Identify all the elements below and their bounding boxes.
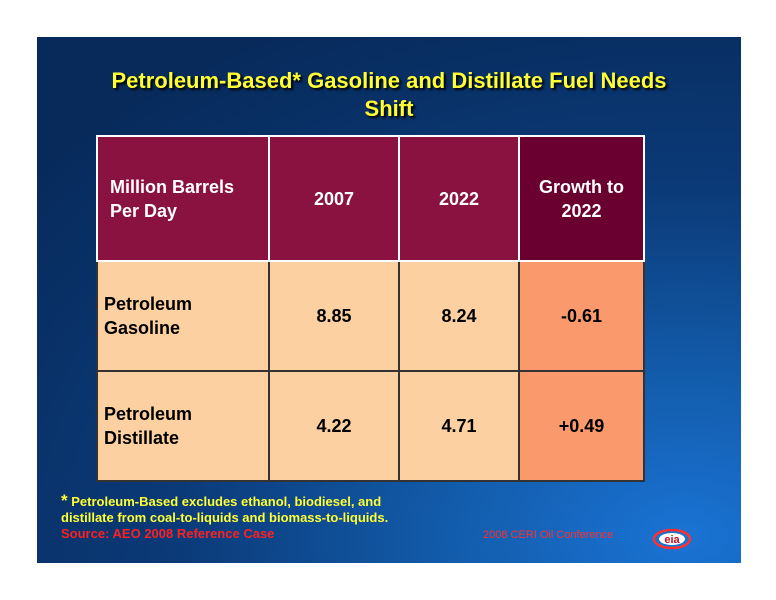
header-units-line-2: Per Day bbox=[110, 200, 178, 221]
header-2022: 2022 bbox=[398, 135, 520, 262]
table-header-row: Million Barrels Per Day 2007 2022 Growth… bbox=[96, 135, 645, 262]
slide-title: Petroleum-Based* Gasoline and Distillate… bbox=[37, 67, 741, 123]
row-label: Petroleum Gasoline bbox=[96, 260, 270, 372]
footnote-star: * bbox=[61, 491, 68, 510]
conference-label: 2008 CERI Oil Conference bbox=[483, 529, 614, 541]
footnote: * Petroleum-Based excludes ethanol, biod… bbox=[61, 491, 501, 542]
source-note: Source: AEO 2008 Reference Case bbox=[61, 526, 275, 541]
slide: Petroleum-Based* Gasoline and Distillate… bbox=[37, 37, 741, 563]
footnote-text-1: Petroleum-Based excludes ethanol, biodie… bbox=[67, 494, 382, 509]
eia-logo-icon: eia bbox=[652, 528, 692, 550]
row-label: Petroleum Distillate bbox=[96, 370, 270, 482]
header-units: Million Barrels Per Day bbox=[96, 135, 270, 262]
cell-2007: 8.85 bbox=[268, 260, 400, 372]
cell-growth: -0.61 bbox=[518, 260, 645, 372]
header-growth-line-1: Growth to bbox=[539, 176, 624, 197]
table-row: Petroleum Gasoline 8.85 8.24 -0.61 bbox=[96, 260, 645, 372]
cell-2022: 4.71 bbox=[398, 370, 520, 482]
logo-text: eia bbox=[664, 534, 680, 546]
footnote-line-2: distillate from coal-to-liquids and biom… bbox=[61, 510, 389, 525]
cell-2022: 8.24 bbox=[398, 260, 520, 372]
table-row: Petroleum Distillate 4.22 4.71 +0.49 bbox=[96, 370, 645, 482]
cell-growth: +0.49 bbox=[518, 370, 645, 482]
header-growth: Growth to 2022 bbox=[518, 135, 645, 262]
title-line-2: Shift bbox=[364, 96, 414, 121]
cell-2007: 4.22 bbox=[268, 370, 400, 482]
row-label-line-1: Petroleum bbox=[104, 404, 193, 424]
row-label-line-2: Gasoline bbox=[104, 318, 181, 338]
title-line-1: Petroleum-Based* Gasoline and Distillate… bbox=[111, 68, 667, 93]
row-label-line-2: Distillate bbox=[104, 428, 180, 448]
row-label-line-1: Petroleum bbox=[104, 294, 193, 314]
header-growth-line-2: 2022 bbox=[561, 200, 602, 221]
footnote-line-1: * Petroleum-Based excludes ethanol, biod… bbox=[61, 491, 501, 510]
header-units-line-1: Million Barrels bbox=[110, 176, 235, 197]
header-2007: 2007 bbox=[268, 135, 400, 262]
fuel-needs-table: Million Barrels Per Day 2007 2022 Growth… bbox=[96, 135, 645, 482]
